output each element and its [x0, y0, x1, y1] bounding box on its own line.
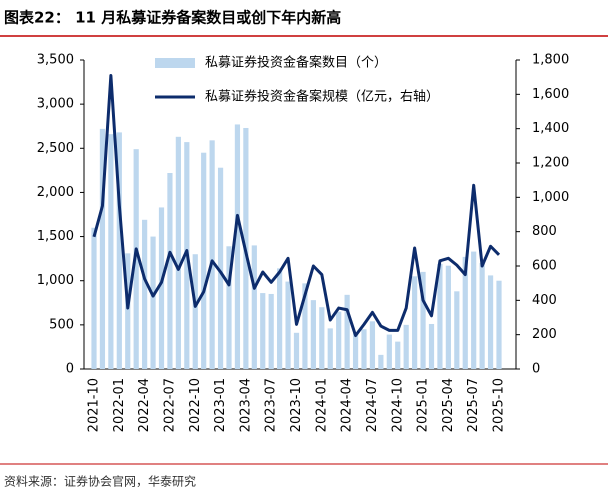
x-tick-label: 2025-04 — [441, 378, 456, 432]
bar — [420, 271, 426, 369]
source: 资料来源：证券协会官网，华泰研究 — [4, 474, 196, 489]
bar — [209, 140, 215, 369]
x-tick-label: 2022-04 — [137, 378, 152, 432]
legend-swatch — [155, 58, 195, 68]
y2-tick-label: 1,000 — [532, 190, 569, 205]
y2-tick-label: 400 — [532, 293, 557, 308]
x-tick-label: 2024-04 — [340, 378, 355, 432]
y-tick-label: 0 — [66, 362, 74, 377]
x-tick-label: 2022-10 — [188, 378, 203, 432]
x-tick-label: 2025-07 — [466, 378, 481, 432]
x-tick-label: 2022-07 — [162, 378, 177, 432]
bar — [108, 134, 114, 369]
bar — [158, 207, 165, 369]
y2-tick-label: 1,800 — [532, 53, 569, 68]
bar — [192, 254, 198, 369]
bar — [471, 251, 477, 369]
bar — [369, 321, 376, 369]
bar — [268, 293, 274, 369]
bar — [251, 245, 257, 369]
y-tick-label: 1,000 — [37, 273, 74, 288]
y2-tick-label: 1,400 — [532, 121, 569, 136]
x-tick-label: 2024-10 — [390, 378, 405, 432]
bar — [175, 136, 181, 369]
x-tick-label: 2024-01 — [314, 378, 329, 432]
bar — [260, 293, 266, 369]
legend-label: 私募证券投资金备案数目（个） — [205, 55, 387, 71]
bar — [99, 128, 106, 369]
bar — [454, 291, 460, 369]
bar — [336, 311, 342, 369]
x-tick-label: 2023-10 — [289, 378, 304, 432]
legend-label: 私募证券投资金备案规模（亿元，右轴） — [205, 89, 439, 105]
y-tick-label: 1,500 — [37, 229, 74, 244]
x-tick-label: 2025-10 — [492, 378, 507, 432]
bar — [226, 246, 232, 369]
bar — [293, 332, 300, 369]
bar — [479, 263, 485, 369]
bar — [142, 219, 148, 369]
y2-tick-label: 800 — [532, 224, 557, 239]
y-tick-label: 2,500 — [37, 141, 74, 156]
bar — [352, 332, 359, 369]
bar — [412, 276, 418, 369]
bar — [437, 263, 443, 369]
bar — [277, 268, 283, 369]
bar — [167, 173, 173, 369]
x-tick-label: 2023-04 — [238, 378, 253, 432]
y-tick-label: 2,000 — [37, 185, 74, 200]
bar — [217, 167, 224, 369]
x-tick-label: 2023-07 — [264, 378, 279, 432]
bar — [285, 281, 291, 369]
x-tick-label: 2025-01 — [416, 378, 431, 432]
y-tick-label: 3,500 — [37, 53, 74, 68]
bar — [378, 354, 384, 369]
bar — [125, 253, 131, 369]
bar — [428, 323, 435, 369]
x-tick-label: 2024-07 — [365, 378, 380, 432]
bar — [344, 294, 350, 369]
x-tick-label: 2022-01 — [112, 378, 127, 432]
bar — [395, 341, 401, 369]
bar — [116, 132, 122, 369]
bar — [403, 324, 409, 369]
bar — [386, 334, 392, 369]
bar — [310, 300, 316, 369]
y2-tick-label: 1,200 — [532, 156, 569, 171]
y2-tick-label: 0 — [532, 362, 540, 377]
bar — [319, 307, 325, 369]
bar — [91, 227, 97, 369]
bar — [496, 280, 502, 369]
line — [92, 73, 501, 338]
y2-tick-label: 200 — [532, 327, 557, 342]
bar — [302, 283, 308, 369]
y-tick-label: 500 — [49, 317, 74, 332]
bar — [445, 265, 451, 369]
x-tick-label: 2021-10 — [87, 378, 102, 432]
bar — [361, 329, 367, 369]
y-tick-label: 3,000 — [37, 97, 74, 112]
chart-title: 图表22： 11 月私募证券备案数目或创下年内新高 — [4, 9, 341, 27]
bar — [201, 152, 207, 369]
bar — [327, 328, 333, 369]
y2-tick-label: 1,600 — [532, 87, 569, 102]
bar — [462, 256, 468, 369]
bar — [487, 275, 494, 369]
bar — [234, 124, 241, 369]
y2-tick-label: 600 — [532, 259, 557, 274]
x-tick-label: 2023-01 — [213, 378, 228, 432]
bar — [150, 236, 156, 369]
